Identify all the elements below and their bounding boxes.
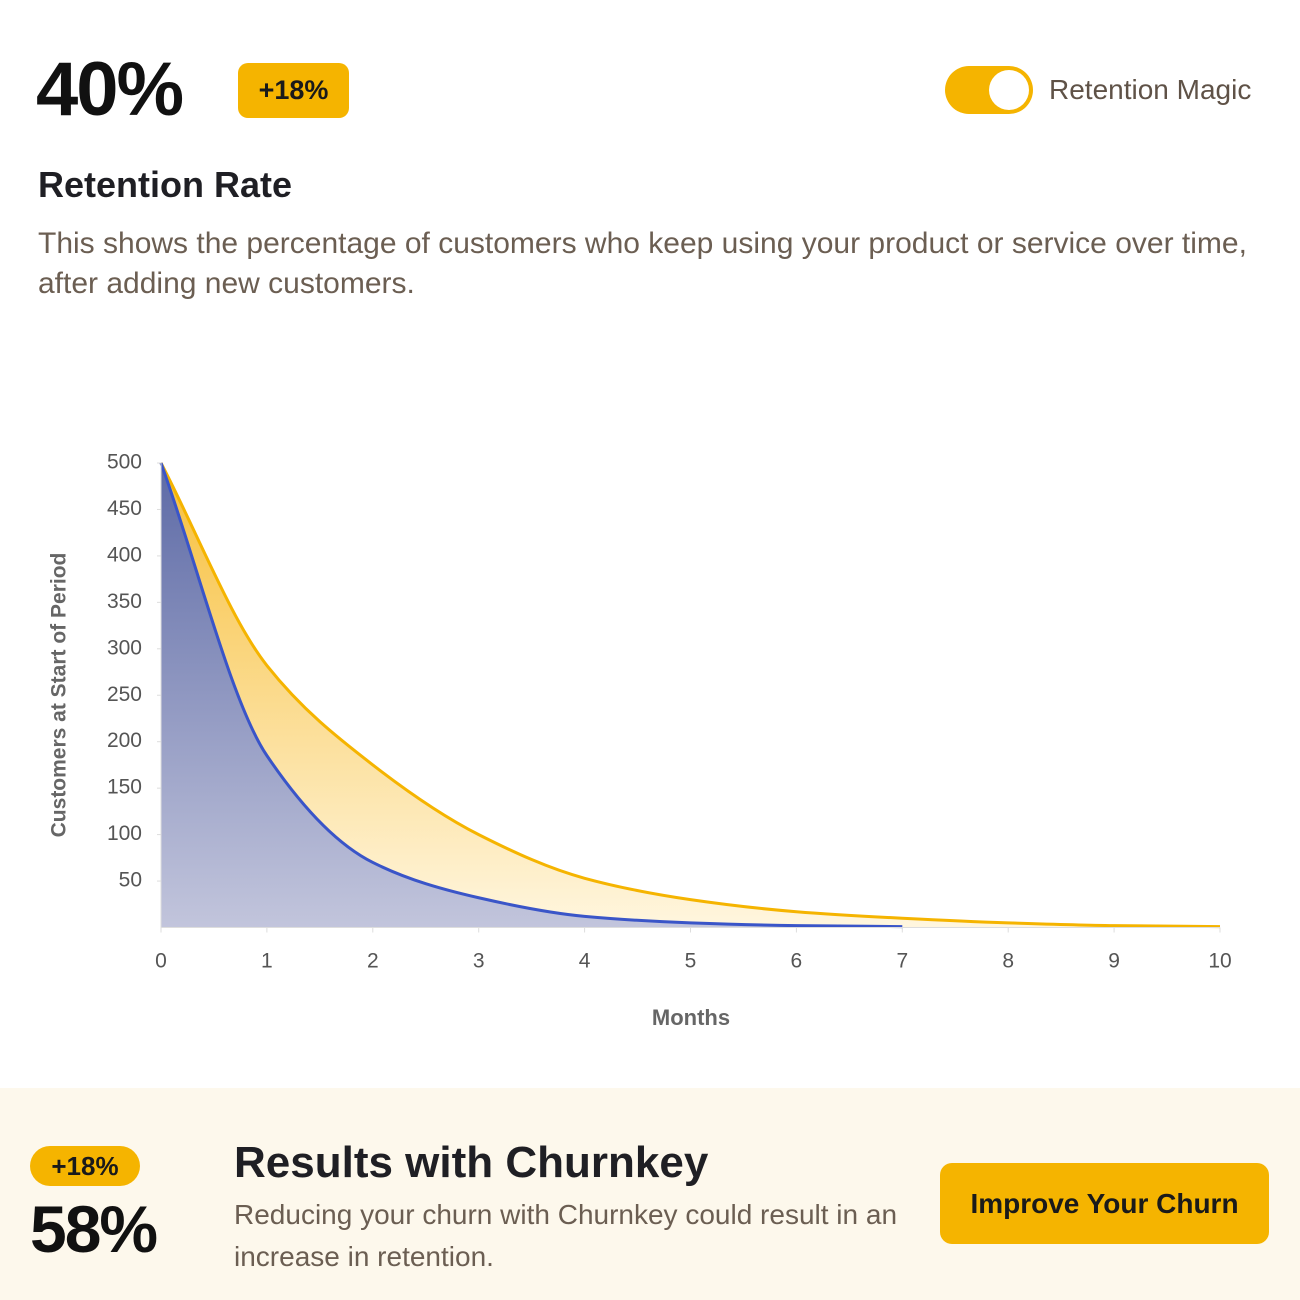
x-tick-label: 8 [1002, 950, 1014, 973]
x-tick-label: 7 [896, 950, 908, 973]
y-tick-label: 150 [107, 776, 142, 799]
change-badge: +18% [238, 63, 349, 118]
y-tick-label: 400 [107, 543, 142, 566]
y-tick-label: 350 [107, 590, 142, 613]
footer-description: Reducing your churn with Churnkey could … [234, 1199, 898, 1272]
y-tick-label: 250 [107, 683, 142, 706]
section-title: Retention Rate [38, 164, 293, 205]
area [161, 463, 1220, 928]
y-tick-label: 200 [107, 729, 142, 752]
chart: Customers at Start of Period Months 5010… [48, 451, 1232, 1030]
y-tick-label: 450 [107, 497, 142, 520]
y-tick-label: 50 [119, 869, 142, 892]
x-tick-label: 10 [1208, 950, 1231, 973]
y-axis-title: Customers at Start of Period [48, 553, 71, 838]
x-axis-title: Months [652, 1005, 730, 1030]
footer-title: Results with Churnkey [234, 1138, 709, 1187]
x-tick-label: 4 [579, 950, 591, 973]
cta-button[interactable]: Improve Your Churn [940, 1163, 1269, 1244]
footer-badge: +18% [30, 1146, 140, 1186]
retention-value: 40% [36, 47, 184, 132]
area [161, 463, 903, 928]
line [159, 462, 1221, 929]
description: This shows the percentage of customers w… [38, 227, 1247, 300]
toggle-switch[interactable] [945, 66, 1033, 114]
x-tick-label: 5 [685, 950, 697, 973]
y-tick-label: 500 [107, 451, 142, 474]
x-tick-label: 3 [473, 950, 485, 973]
x-tick-label: 1 [261, 950, 273, 973]
line [159, 462, 903, 929]
x-tick-label: 0 [155, 950, 167, 973]
x-tick-label: 2 [367, 950, 379, 973]
footer-value: 58% [30, 1192, 158, 1266]
y-tick-label: 300 [107, 636, 142, 659]
x-tick-label: 9 [1108, 950, 1120, 973]
toggle-knob [989, 70, 1029, 110]
x-tick-label: 6 [791, 950, 803, 973]
y-tick-label: 100 [107, 822, 142, 845]
toggle-label: Retention Magic [1049, 74, 1252, 105]
